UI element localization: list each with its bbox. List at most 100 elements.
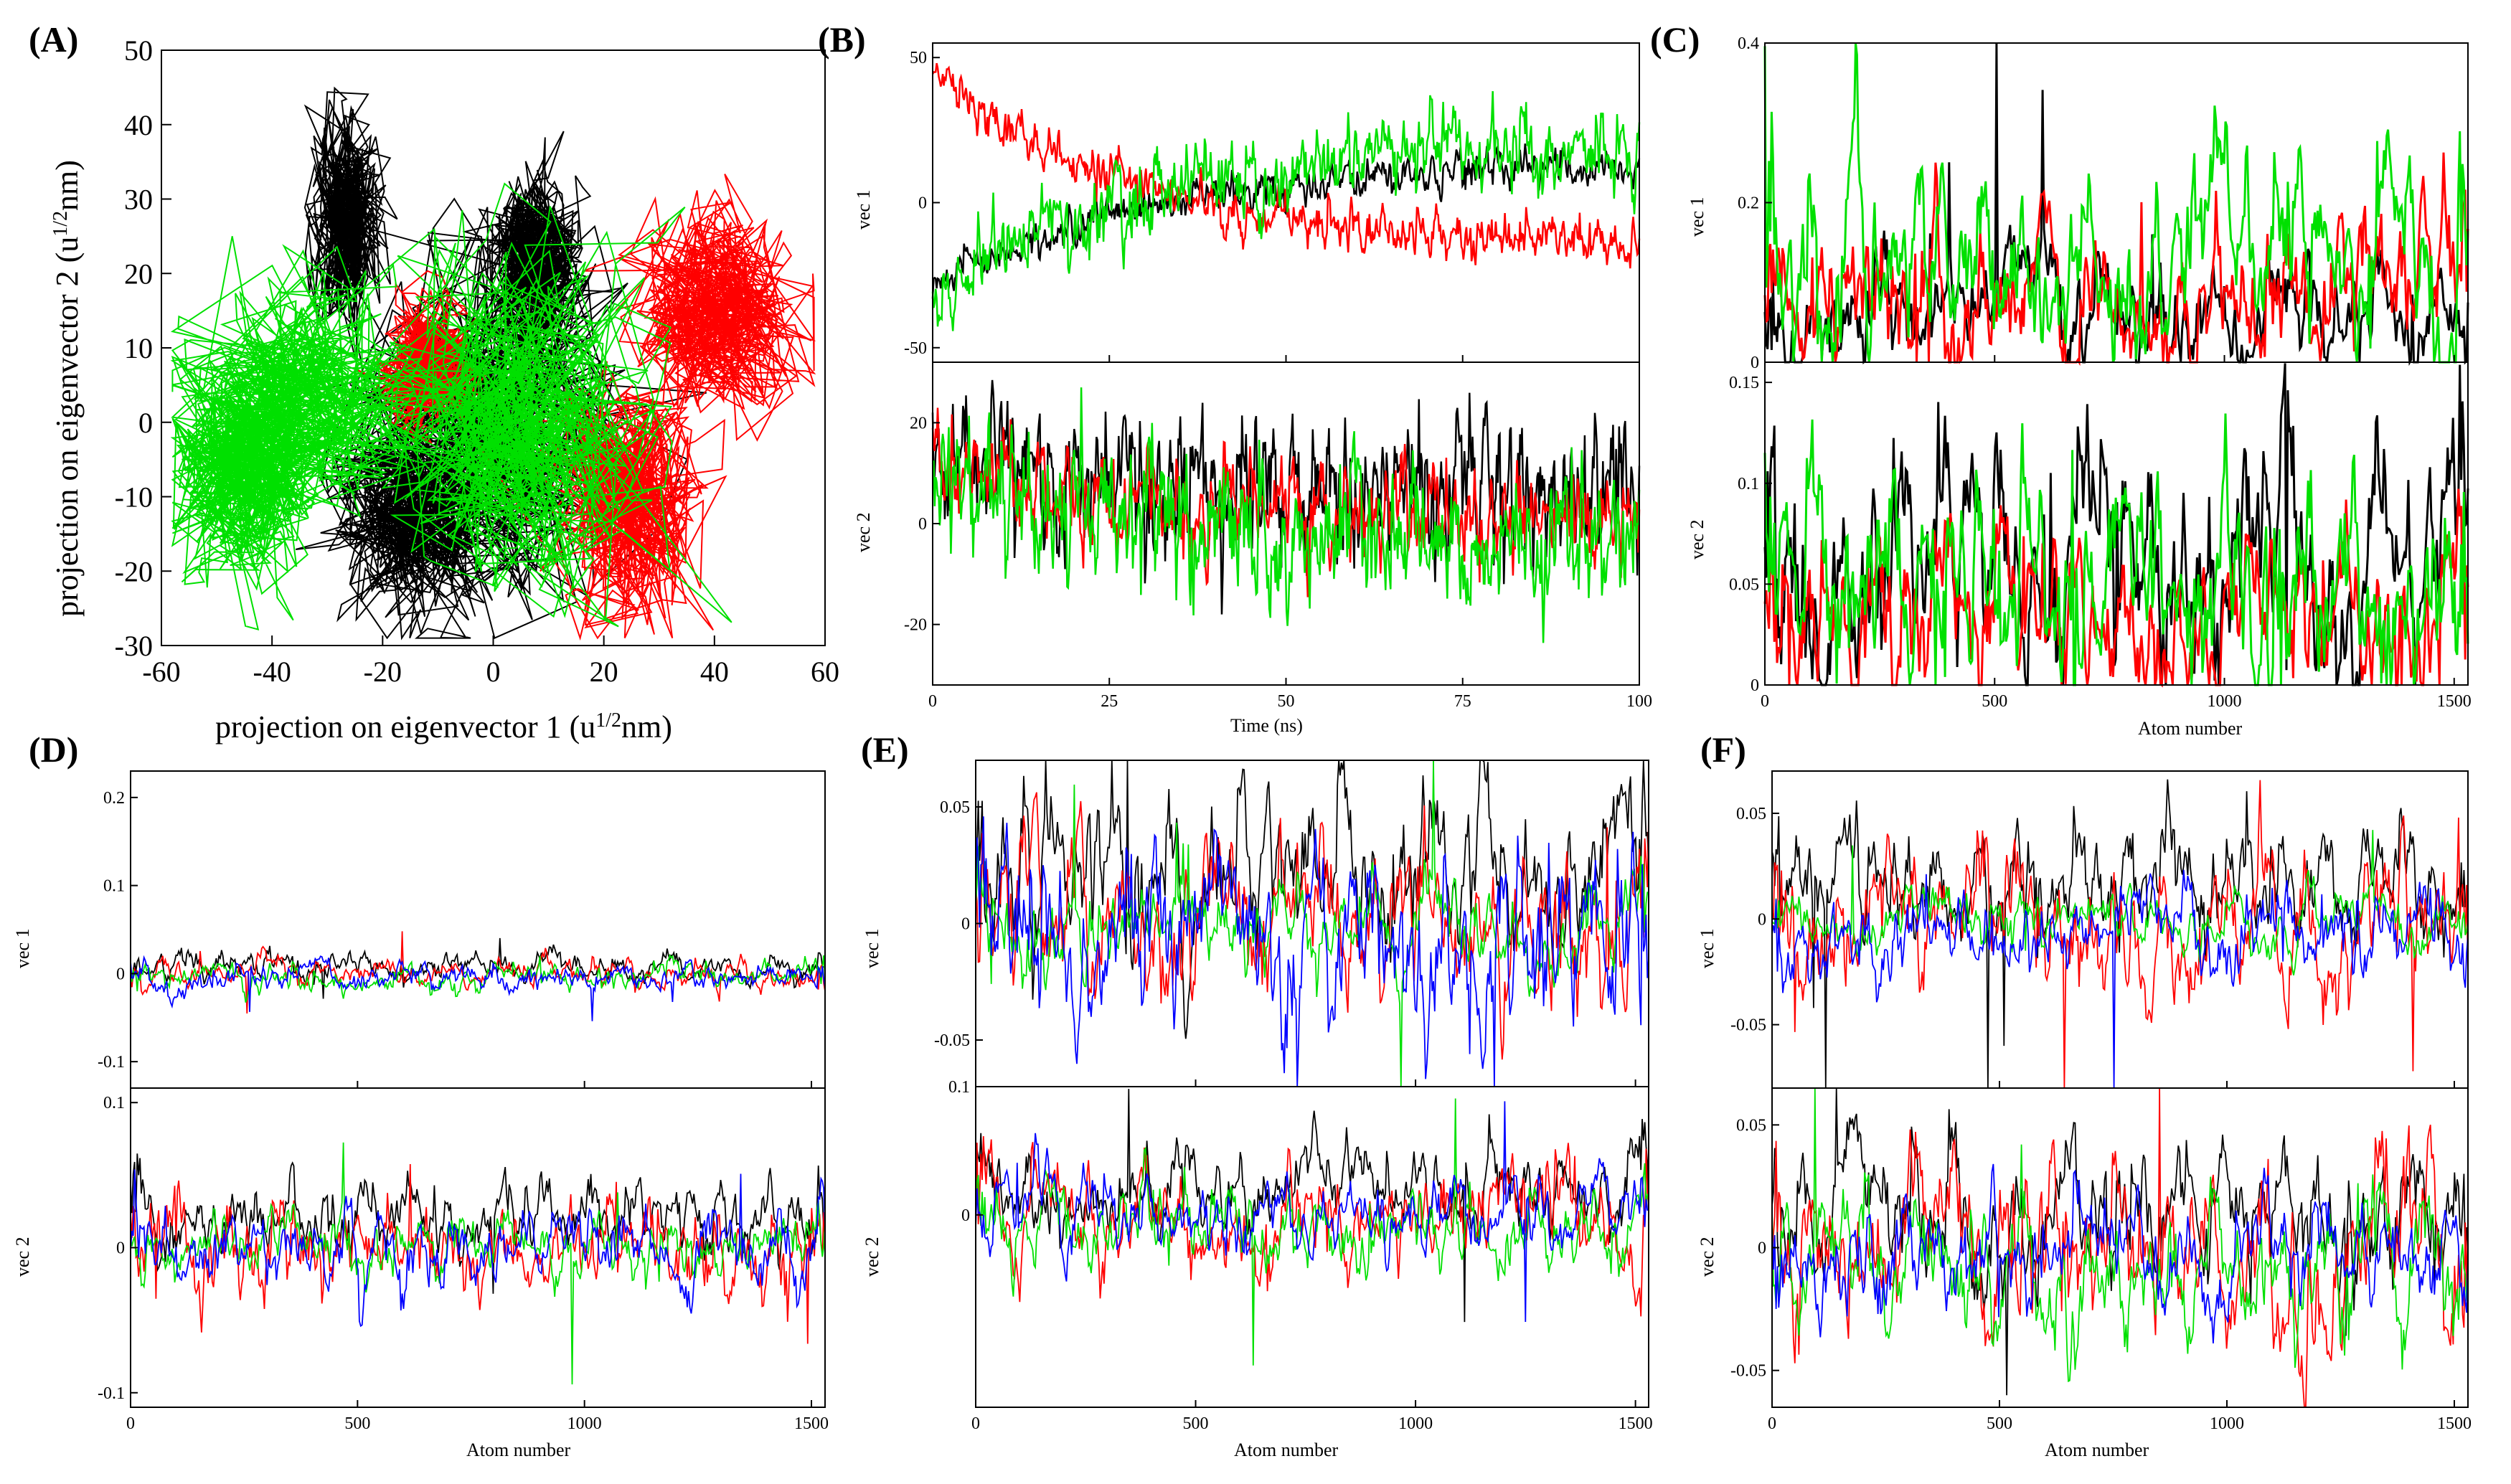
series-green-vec1: [975, 760, 1649, 1087]
panel-a-scatter: -60 -40 -20 0 20 40 60 -30 -20 -10 0 10 20 30 40 50: [115, 34, 839, 688]
y-tick-label: -0.05: [1730, 1362, 1766, 1381]
panel-c-xlabel: Atom number: [2138, 718, 2242, 739]
panel-e-xlabel: Atom number: [1234, 1440, 1338, 1460]
panel-f-vec1-ylabel: vec 1: [1697, 928, 1718, 968]
x-tick-label: 40: [700, 656, 729, 688]
series-blue-vec1: [1771, 869, 2469, 1089]
panel-f-xlabel: Atom number: [2045, 1440, 2149, 1460]
x-tick-label: 1000: [2210, 1414, 2244, 1433]
series-red-trajectory: [354, 174, 816, 641]
x-tick-label: 20: [590, 656, 618, 688]
y-tick-label: -30: [115, 630, 153, 662]
series-black-vec2: [1763, 363, 2469, 686]
subplot-frame: [975, 1086, 1649, 1408]
y-tick-label: 0.05: [1736, 805, 1766, 823]
y-tick-label: -0.05: [1730, 1016, 1766, 1035]
series-green-vec2: [1763, 413, 2469, 686]
y-tick-label: 0: [116, 965, 125, 983]
panel-c-vec1-ylabel: vec 1: [1687, 197, 1707, 237]
y-tick-label: 0.1: [103, 877, 125, 896]
x-tick-label: 1500: [2437, 692, 2472, 711]
x-tick-label: 1000: [1398, 1414, 1433, 1433]
x-tick-label: 0: [928, 692, 937, 711]
panel-d-vec1-ylabel: vec 1: [12, 928, 33, 968]
y-tick-label: -10: [115, 481, 153, 514]
series-green-vec2: [975, 1098, 1649, 1366]
series-blue-vec2: [1771, 1163, 2469, 1344]
x-tick-label: 500: [1987, 1414, 2012, 1433]
y-tick-label: 0: [961, 1206, 970, 1225]
y-tick-label: 30: [124, 184, 153, 216]
series-red-vec2: [130, 1163, 826, 1344]
y-tick-label: -20: [115, 555, 153, 587]
x-tick-label: 0: [971, 1414, 980, 1433]
series-blue-vec1: [975, 816, 1649, 1087]
series-green-trajectory: [170, 182, 732, 631]
x-tick-label: 75: [1454, 692, 1471, 711]
panel-a-ylabel: projection on eigenvector 2 (u1/2nm): [50, 160, 85, 617]
y-tick-label: 0: [138, 407, 153, 439]
panel-b-xlabel: Time (ns): [1230, 715, 1303, 736]
y-tick-label: -0.1: [98, 1384, 125, 1403]
y-tick-label: 0.05: [1736, 1116, 1766, 1135]
x-tick-label: 0: [1768, 1414, 1776, 1433]
x-tick-label: 0: [486, 656, 501, 688]
y-tick-label: 50: [124, 34, 153, 67]
subplot-frame: [130, 770, 826, 1089]
panel-e-atom-components: -0.05 0 0.05 0 0.1 0 500 1000 1500: [934, 760, 1653, 1433]
series-red-vec2: [1763, 488, 2469, 688]
panel-b-vec1-ylabel: vec 1: [853, 189, 874, 230]
y-tick-label: 50: [910, 49, 927, 67]
panel-b-vec2-ylabel: vec 2: [853, 512, 874, 552]
series-green-vec1: [931, 91, 1641, 331]
x-tick-label: 100: [1626, 692, 1652, 711]
x-tick-label: 60: [811, 656, 839, 688]
y-tick-label: 0.1: [1738, 475, 1759, 493]
y-tick-label: -20: [904, 616, 927, 635]
y-tick-label: 0.1: [948, 1078, 970, 1097]
y-tick-label: 0.2: [103, 789, 125, 808]
series-blue-vec2: [975, 1101, 1649, 1323]
y-tick-label: 10: [124, 332, 153, 364]
panel-d-atom-components: -0.100.10.2-0.100.10 500 1000 1500: [98, 770, 829, 1433]
y-tick-label: 0: [918, 515, 927, 534]
y-tick-label: 0.4: [1738, 34, 1759, 53]
y-tick-label: 0: [1751, 354, 1759, 372]
series-blue-vec1: [130, 955, 826, 1021]
panel-label-f: (F): [1700, 729, 1746, 770]
x-tick-label: 1500: [794, 1414, 829, 1433]
x-tick-label: -20: [364, 656, 402, 688]
panel-label-d: (D): [29, 729, 78, 770]
x-tick-label: 1500: [2437, 1414, 2472, 1433]
panel-f-vec2-ylabel: vec 2: [1697, 1237, 1718, 1277]
y-tick-label: 20: [910, 414, 927, 433]
x-tick-label: 25: [1101, 692, 1118, 711]
panel-b-time-series: -50 0 50 -20 0 20 0 25 50 75 100: [904, 42, 1652, 711]
panel-label-c: (C): [1650, 19, 1700, 60]
x-tick-label: -60: [142, 656, 180, 688]
series-black-vec1: [130, 937, 826, 999]
x-tick-label: 500: [344, 1414, 370, 1433]
series-red-vec2: [1771, 1087, 2469, 1408]
y-tick-label: 40: [124, 109, 153, 141]
panel-e-vec2-ylabel: vec 2: [862, 1237, 882, 1277]
series-green-vec1: [130, 953, 826, 1003]
panel-label-a: (A): [29, 19, 78, 60]
y-tick-label: 0: [1758, 910, 1766, 929]
y-tick-label: 0.05: [940, 798, 970, 817]
series-red-vec2: [975, 1136, 1649, 1317]
panel-a-xlabel: projection on eigenvector 1 (u1/2nm): [215, 709, 672, 745]
y-tick-label: -50: [904, 339, 927, 358]
x-tick-label: -40: [253, 656, 291, 688]
panel-d-xlabel: Atom number: [466, 1440, 570, 1460]
x-tick-label: 1500: [1619, 1414, 1653, 1433]
panel-c-vec2-ylabel: vec 2: [1687, 519, 1707, 559]
panel-f-atom-components: -0.05 0 0.05 -0.05 0 0.05 0 500 1000 1500: [1730, 770, 2472, 1433]
x-tick-label: 1000: [2208, 692, 2242, 711]
x-tick-label: 500: [1982, 692, 2007, 711]
series-black-vec2: [1771, 1087, 2469, 1396]
series-green-vec2: [931, 387, 1641, 643]
x-tick-label: 500: [1183, 1414, 1209, 1433]
y-tick-label: 0: [1751, 676, 1759, 695]
